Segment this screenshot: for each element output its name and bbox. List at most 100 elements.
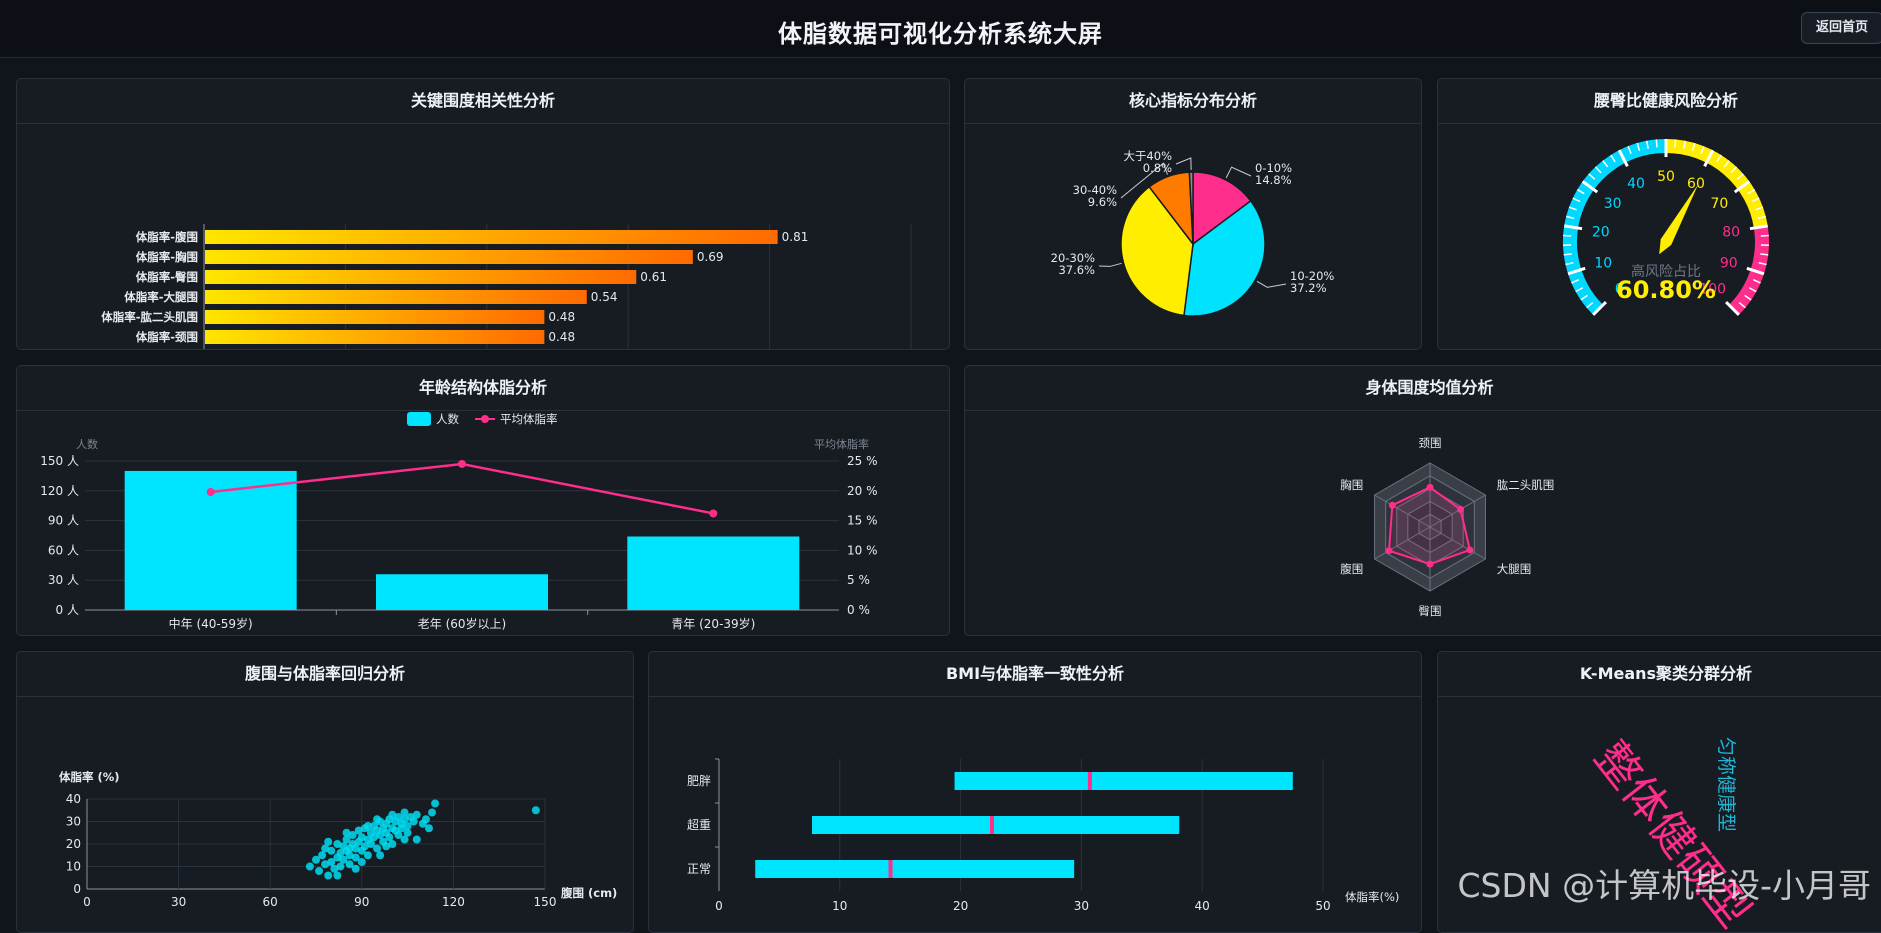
pie-label-pct: 37.2% xyxy=(1290,281,1327,295)
y-tick-label: 30 xyxy=(66,815,81,829)
scatter-point xyxy=(428,809,436,817)
radar-point xyxy=(1466,547,1473,554)
gauge-tick-label: 10 xyxy=(1594,255,1612,271)
gauge-tick-label: 50 xyxy=(1657,169,1675,185)
cluster-word: 匀称健康型 xyxy=(1715,737,1737,832)
watermark-text: CSDN @计算机毕设-小月哥 xyxy=(1458,859,1871,907)
bar xyxy=(205,290,587,304)
gauge-tick-label: 40 xyxy=(1627,176,1645,192)
legend-bar-swatch xyxy=(407,412,431,426)
scatter-point xyxy=(306,863,314,871)
category-label: 超重 xyxy=(687,817,711,832)
y-left-tick-label: 60 人 xyxy=(48,543,79,557)
pie-label-pct: 9.6% xyxy=(1088,195,1117,209)
radar-point xyxy=(1427,561,1434,568)
y-left-tick-label: 30 人 xyxy=(48,573,79,587)
pie-leader-line xyxy=(1176,158,1191,170)
panel-title-correlation: 关键围度相关性分析 xyxy=(17,79,949,124)
gauge-tick xyxy=(1760,254,1768,255)
x-tick-label: 0 xyxy=(83,895,91,909)
scatter-point xyxy=(324,838,332,846)
panel-title-kmeans: K-Means聚类分群分析 xyxy=(1438,652,1881,697)
pie-label-pct: 14.8% xyxy=(1255,173,1292,187)
scatter-point xyxy=(425,824,433,832)
y-right-title: 平均体脂率 xyxy=(814,437,869,451)
median-marker xyxy=(889,860,893,878)
bar xyxy=(376,574,548,610)
scatter-point xyxy=(431,800,439,808)
data-label: 0.48 xyxy=(548,330,575,344)
gauge-tick xyxy=(1563,236,1571,237)
scatter-point xyxy=(373,815,381,823)
scatter-point xyxy=(352,865,360,873)
y-right-tick-label: 15 % xyxy=(847,514,878,528)
category-label: 体脂率-胸围 xyxy=(136,250,198,264)
data-label: 0.61 xyxy=(640,270,667,284)
scatter-point xyxy=(327,847,335,855)
panel-title-distribution: 核心指标分布分析 xyxy=(965,79,1421,124)
bar xyxy=(205,270,636,284)
pie-leader-line xyxy=(1257,281,1286,287)
x-tick-label: 60 xyxy=(263,895,278,909)
x-tick-label: 30 xyxy=(1074,899,1089,913)
gauge-tick xyxy=(1675,139,1676,147)
y-tick-label: 0 xyxy=(73,882,81,896)
radar-indicator-label: 大腿围 xyxy=(1497,562,1532,576)
scatter-point xyxy=(315,867,323,875)
x-tick-label: 120 xyxy=(442,895,465,909)
radar-point xyxy=(1457,506,1464,513)
pie-label-pct: 37.6% xyxy=(1058,263,1095,277)
panel-correlation: 关键围度相关性分析 00.20.40.60.81体脂率-腹围0.81体脂率-胸围… xyxy=(16,78,950,350)
y-left-title: 人数 xyxy=(76,438,98,451)
scatter-point xyxy=(358,858,366,866)
category-label: 体脂率-肱二头肌围 xyxy=(101,310,198,324)
gauge-tick-label: 90 xyxy=(1720,255,1738,271)
category-label: 体脂率-臀围 xyxy=(136,270,198,284)
range-bar xyxy=(955,772,1293,790)
data-label: 0.81 xyxy=(782,230,809,244)
panel-title-bmi: BMI与体脂率一致性分析 xyxy=(649,652,1421,697)
category-label: 正常 xyxy=(687,862,711,876)
category-label: 体脂率-大腿围 xyxy=(124,290,198,304)
gauge-tick-label: 30 xyxy=(1604,196,1622,212)
y-tick-label: 20 xyxy=(66,837,81,851)
scatter-point xyxy=(364,822,372,830)
radar-indicator-label: 肱二头肌围 xyxy=(1497,478,1555,492)
bar xyxy=(205,230,778,244)
x-tick-label: 150 xyxy=(534,895,557,909)
range-bar xyxy=(755,860,1074,878)
bar xyxy=(205,330,544,344)
data-label: 0.69 xyxy=(697,250,724,264)
gauge-pointer xyxy=(1659,184,1698,254)
header-bar: 体脂数据可视化分析系统大屏 返回首页 xyxy=(0,0,1881,58)
median-marker xyxy=(1088,772,1092,790)
y-right-tick-label: 20 % xyxy=(847,484,878,498)
panel-title-whr: 腰臀比健康风险分析 xyxy=(1438,79,1881,124)
x-tick-label: 10 xyxy=(832,899,847,913)
legend-bar-label: 人数 xyxy=(436,412,459,426)
y-right-tick-label: 10 % xyxy=(847,543,878,557)
distribution-pie-chart: 0-10%14.8%10-20%37.2%20-30%37.6%30-40%9.… xyxy=(965,124,1421,350)
pie-leader-line xyxy=(1099,263,1122,266)
scatter-point xyxy=(413,811,421,819)
radar-point xyxy=(1385,547,1392,554)
y-right-tick-label: 25 % xyxy=(847,454,878,468)
data-label: 0.54 xyxy=(591,290,618,304)
back-home-button[interactable]: 返回首页 xyxy=(1801,12,1881,44)
category-label: 体脂率-颈围 xyxy=(136,330,198,344)
data-label: 0.48 xyxy=(548,310,575,324)
correlation-chart: 00.20.40.60.81体脂率-腹围0.81体脂率-胸围0.69体脂率-臀围… xyxy=(17,124,949,350)
y-left-tick-label: 90 人 xyxy=(48,514,79,528)
gauge-tick-label: 60 xyxy=(1687,176,1705,192)
scatter-point xyxy=(382,842,390,850)
gauge-tick xyxy=(1656,139,1657,147)
pie-label-pct: 0.8% xyxy=(1143,161,1172,175)
scatter-point xyxy=(324,872,332,880)
gauge-tick-label: 70 xyxy=(1710,196,1728,212)
x-axis-title: 体脂率(%) xyxy=(1345,890,1399,904)
scatter-point xyxy=(413,836,421,844)
